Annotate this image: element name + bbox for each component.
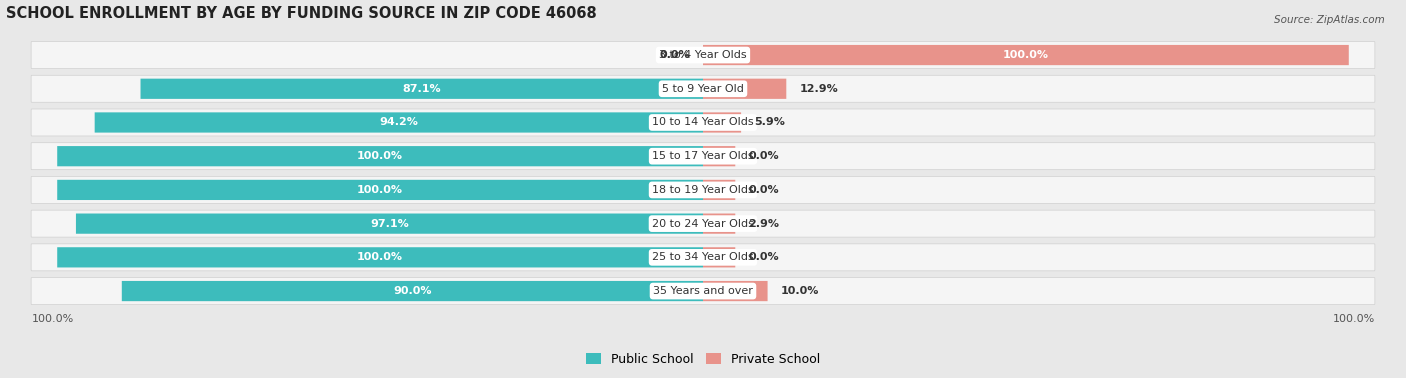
Text: 10.0%: 10.0% [780,286,818,296]
Text: 100.0%: 100.0% [31,314,73,324]
Text: 87.1%: 87.1% [402,84,441,94]
Text: SCHOOL ENROLLMENT BY AGE BY FUNDING SOURCE IN ZIP CODE 46068: SCHOOL ENROLLMENT BY AGE BY FUNDING SOUR… [6,6,596,20]
Text: Source: ZipAtlas.com: Source: ZipAtlas.com [1274,15,1385,25]
Text: 2.9%: 2.9% [748,218,779,229]
Text: 10 to 14 Year Olds: 10 to 14 Year Olds [652,118,754,127]
Text: 0.0%: 0.0% [748,151,779,161]
FancyBboxPatch shape [31,75,1375,102]
Text: 5.9%: 5.9% [754,118,785,127]
FancyBboxPatch shape [31,244,1375,271]
Text: 94.2%: 94.2% [380,118,418,127]
FancyBboxPatch shape [703,247,735,268]
FancyBboxPatch shape [94,112,703,133]
Text: 3 to 4 Year Olds: 3 to 4 Year Olds [659,50,747,60]
FancyBboxPatch shape [76,214,703,234]
Text: 25 to 34 Year Olds: 25 to 34 Year Olds [652,253,754,262]
FancyBboxPatch shape [703,146,735,166]
FancyBboxPatch shape [703,79,786,99]
FancyBboxPatch shape [31,277,1375,305]
FancyBboxPatch shape [58,247,703,268]
FancyBboxPatch shape [122,281,703,301]
Text: 0.0%: 0.0% [748,185,779,195]
FancyBboxPatch shape [703,214,735,234]
Text: 15 to 17 Year Olds: 15 to 17 Year Olds [652,151,754,161]
FancyBboxPatch shape [703,112,741,133]
Text: 97.1%: 97.1% [370,218,409,229]
Text: 0.0%: 0.0% [748,253,779,262]
Text: 100.0%: 100.0% [357,253,404,262]
FancyBboxPatch shape [703,45,1348,65]
FancyBboxPatch shape [58,146,703,166]
FancyBboxPatch shape [31,210,1375,237]
Text: 100.0%: 100.0% [1333,314,1375,324]
Text: 100.0%: 100.0% [1002,50,1049,60]
Text: 100.0%: 100.0% [357,185,404,195]
FancyBboxPatch shape [703,281,768,301]
Text: 35 Years and over: 35 Years and over [652,286,754,296]
FancyBboxPatch shape [31,177,1375,203]
Text: 18 to 19 Year Olds: 18 to 19 Year Olds [652,185,754,195]
FancyBboxPatch shape [31,143,1375,170]
FancyBboxPatch shape [58,180,703,200]
FancyBboxPatch shape [141,79,703,99]
FancyBboxPatch shape [703,180,735,200]
FancyBboxPatch shape [31,42,1375,68]
Text: 20 to 24 Year Olds: 20 to 24 Year Olds [652,218,754,229]
Text: 12.9%: 12.9% [799,84,838,94]
Legend: Public School, Private School: Public School, Private School [581,348,825,371]
Text: 100.0%: 100.0% [357,151,404,161]
Text: 0.0%: 0.0% [659,50,690,60]
Text: 90.0%: 90.0% [394,286,432,296]
Text: 5 to 9 Year Old: 5 to 9 Year Old [662,84,744,94]
FancyBboxPatch shape [31,109,1375,136]
